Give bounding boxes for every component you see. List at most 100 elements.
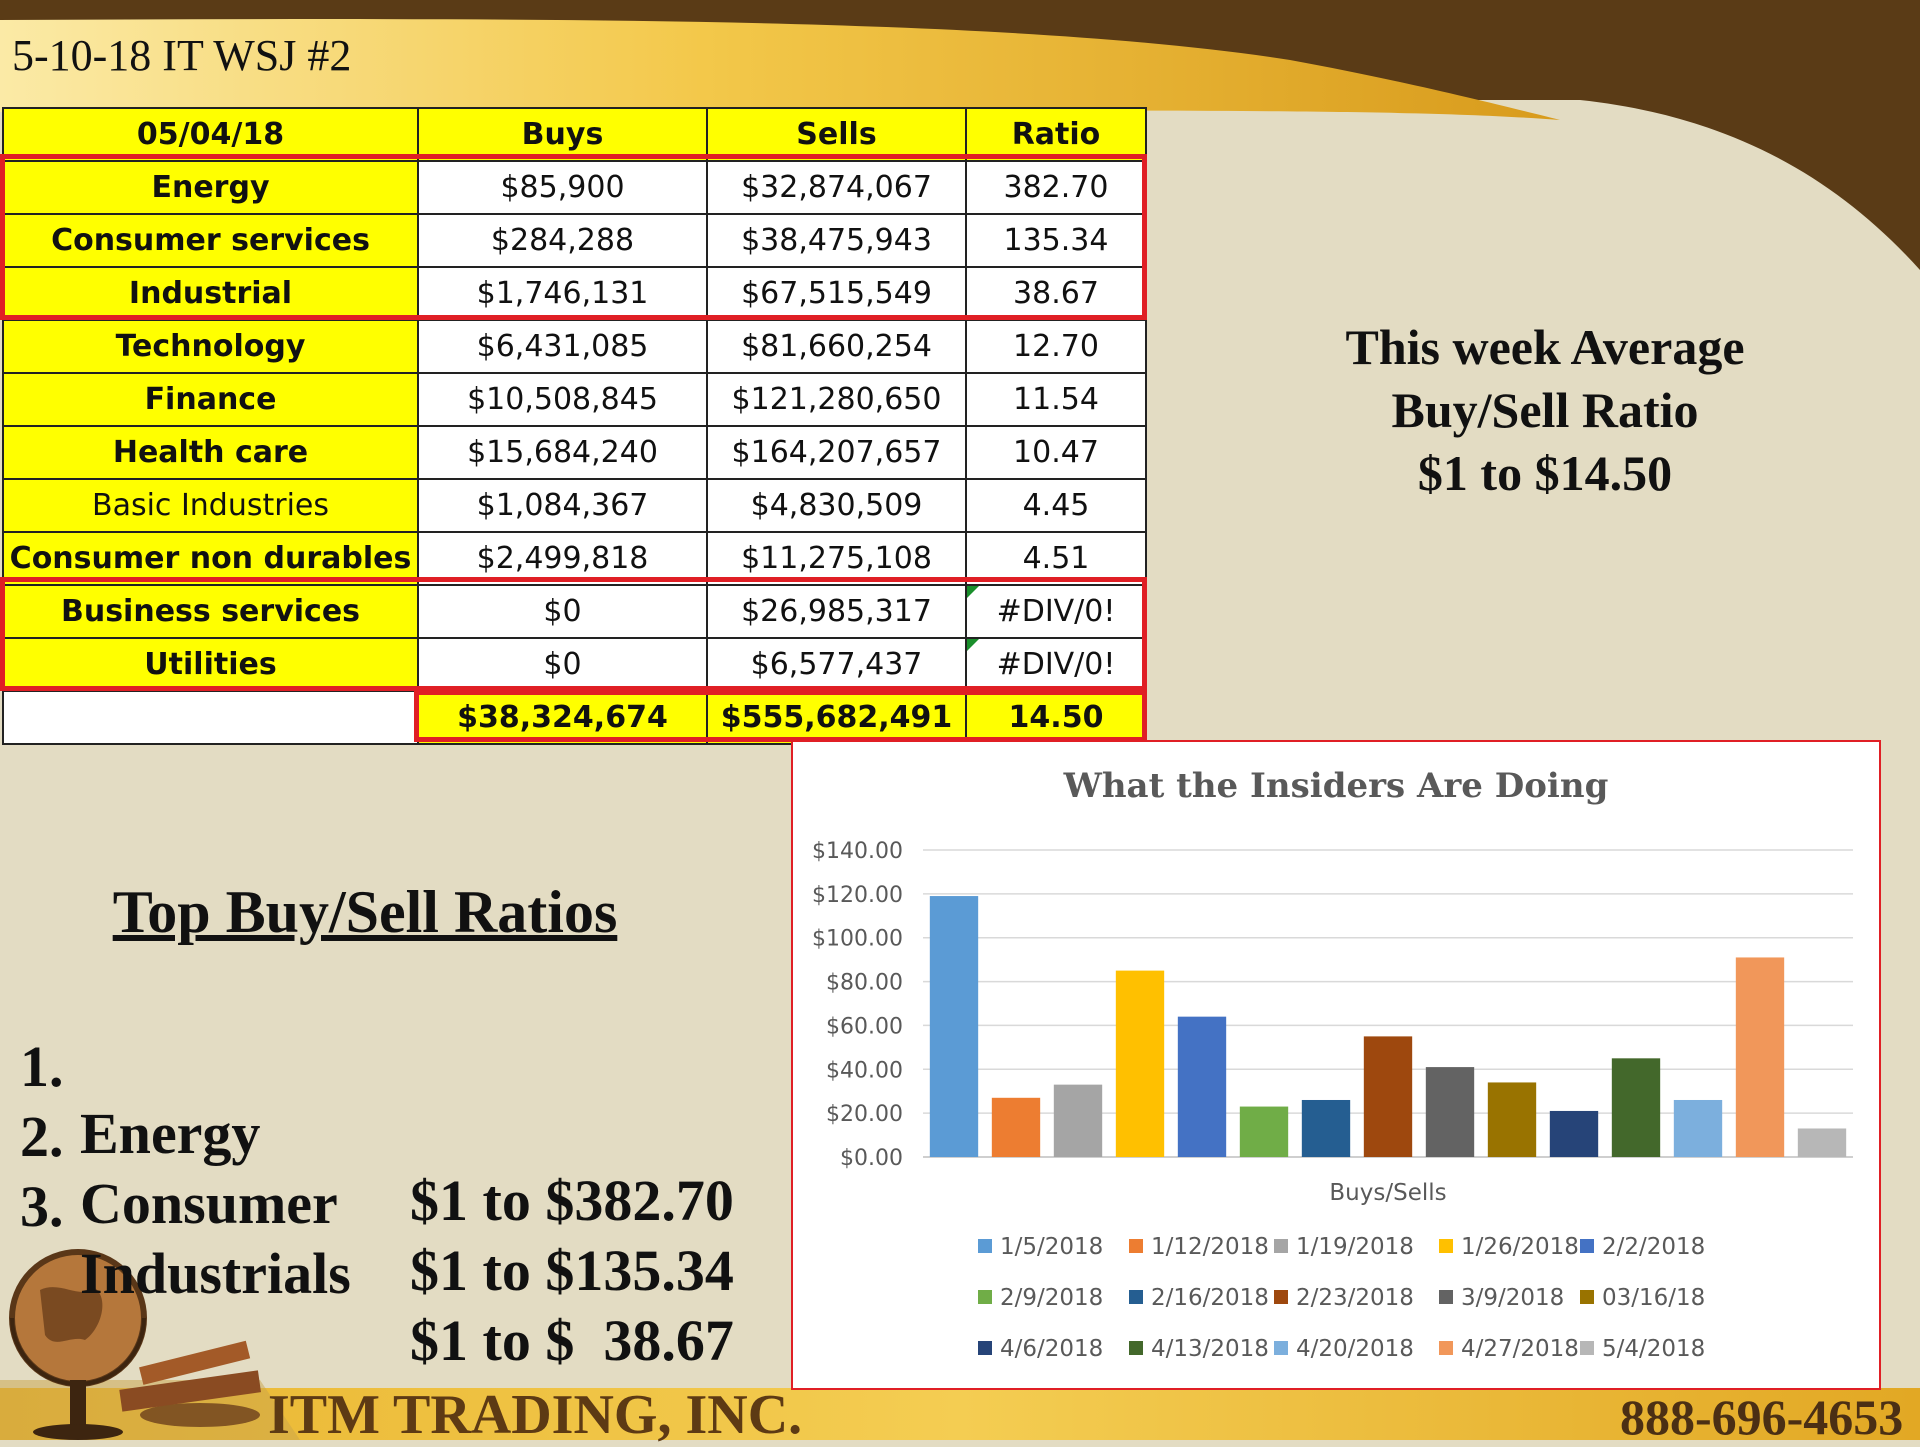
sells-cell: $164,207,657 — [706, 425, 967, 480]
bar — [1115, 970, 1165, 1157]
y-tick-label: $140.00 — [812, 839, 903, 864]
sells-cell: $67,515,549 — [706, 266, 967, 321]
legend-swatch — [1439, 1341, 1453, 1355]
sector-cell: Industrial — [2, 266, 419, 321]
rank-value: $1 to $ 38.67 — [410, 1308, 734, 1373]
insiders-chart: What the Insiders Are Doing $0.00 $20.00 $4… — [791, 740, 1881, 1390]
bar — [1735, 957, 1785, 1157]
legend-entry: 3/9/2018 — [1461, 1285, 1564, 1311]
buys-cell: $1,746,131 — [417, 266, 708, 321]
legend-entry: 4/27/2018 — [1461, 1336, 1579, 1362]
bar — [1363, 1036, 1413, 1157]
sector-cell: Consumer services — [2, 213, 419, 268]
header-date: 05/04/18 — [2, 107, 419, 162]
legend-entry: 4/20/2018 — [1296, 1336, 1414, 1362]
ratio-cell: #DIV/0! — [965, 584, 1147, 639]
rank-number: 2. — [20, 1104, 64, 1169]
ratio-cell: 38.67 — [965, 266, 1147, 321]
y-tick-label: $120.00 — [812, 883, 903, 908]
header-sells: Sells — [706, 107, 967, 162]
table-row: Technology $6,431,085 $81,660,254 12.70 — [2, 319, 1147, 374]
sells-cell: $32,874,067 — [706, 160, 967, 215]
bar — [1549, 1110, 1599, 1157]
buys-cell: $2,499,818 — [417, 531, 708, 586]
legend-swatch — [978, 1341, 992, 1355]
list-item: 3. Industrials $1 to $ 38.67 — [20, 1106, 734, 1441]
table-row: Industrial $1,746,131 $67,515,549 38.67 — [2, 266, 1147, 321]
ratio-cell: 382.70 — [965, 160, 1147, 215]
bar — [1425, 1067, 1475, 1157]
sells-cell: $38,475,943 — [706, 213, 967, 268]
sector-cell: Technology — [2, 319, 419, 374]
rank-number: 1. — [20, 1034, 64, 1099]
bar — [1301, 1099, 1351, 1157]
slide-title: 5-10-18 IT WSJ #2 — [12, 31, 352, 80]
legend-swatch — [1439, 1290, 1453, 1304]
y-tick-label: $80.00 — [826, 971, 903, 996]
sector-cell: Health care — [2, 425, 419, 480]
sells-cell: $26,985,317 — [706, 584, 967, 639]
header-buys: Buys — [417, 107, 708, 162]
legend-swatch — [1439, 1239, 1453, 1253]
buys-cell: $10,508,845 — [417, 372, 708, 427]
phone-number: 888-696-4653 — [1620, 1389, 1904, 1445]
legend-entry: 2/16/2018 — [1151, 1285, 1269, 1311]
sells-cell: $6,577,437 — [706, 637, 967, 692]
legend-entry: 1/5/2018 — [1000, 1234, 1103, 1260]
legend-swatch — [978, 1290, 992, 1304]
table-row: Business services $0 $26,985,317 #DIV/0! — [2, 584, 1147, 639]
top-ratios-heading: Top Buy/Sell Ratios — [112, 879, 618, 945]
legend-swatch — [978, 1239, 992, 1253]
table-row: Consumer services $284,288 $38,475,943 1… — [2, 213, 1147, 268]
ratio-cell: 135.34 — [965, 213, 1147, 268]
list-item: 2. Consumer $1 to $135.34 — [20, 1036, 734, 1371]
list-item: 1. Energy $1 to $382.70 — [20, 966, 734, 1301]
table-row: Energy $85,900 $32,874,067 382.70 — [2, 160, 1147, 215]
table-row: Utilities $0 $6,577,437 #DIV/0! — [2, 637, 1147, 692]
y-tick-label: $40.00 — [826, 1058, 903, 1083]
buys-cell: $0 — [417, 637, 708, 692]
buys-cell: $1,084,367 — [417, 478, 708, 533]
chart-title: What the Insiders Are Doing — [1063, 766, 1609, 806]
sector-cell: Consumer non durables — [2, 531, 419, 586]
legend-swatch — [1580, 1239, 1594, 1253]
header-ratio: Ratio — [965, 107, 1147, 162]
legend-swatch — [1580, 1290, 1594, 1304]
sector-cell: Basic Industries — [2, 478, 419, 533]
legend-swatch — [1274, 1239, 1288, 1253]
table-row: Consumer non durables $2,499,818 $11,275… — [2, 531, 1147, 586]
legend-swatch — [1129, 1290, 1143, 1304]
legend-entry: 4/6/2018 — [1000, 1336, 1103, 1362]
rank-number: 3. — [20, 1174, 64, 1239]
sells-cell: $121,280,650 — [706, 372, 967, 427]
rank-value: $1 to $382.70 — [410, 1168, 734, 1233]
average-line-3: $1 to $14.50 — [1417, 445, 1673, 501]
sector-cell: Energy — [2, 160, 419, 215]
sells-cell: $81,660,254 — [706, 319, 967, 374]
legend-swatch — [1274, 1341, 1288, 1355]
buys-cell: $85,900 — [417, 160, 708, 215]
y-tick-label: $60.00 — [826, 1014, 903, 1039]
legend-entry: 2/2/2018 — [1602, 1234, 1705, 1260]
table-row: Health care $15,684,240 $164,207,657 10.… — [2, 425, 1147, 480]
legend-swatch — [1274, 1290, 1288, 1304]
rank-sector: Industrials — [80, 1241, 351, 1306]
sector-cell: Business services — [2, 584, 419, 639]
ratio-cell: 11.54 — [965, 372, 1147, 427]
legend-entry: 2/23/2018 — [1296, 1285, 1414, 1311]
ratio-cell: 4.45 — [965, 478, 1147, 533]
insider-data-table: 05/04/18 Buys Sells Ratio Energy $85,900… — [2, 107, 1147, 745]
total-sells-cell: $555,682,491 — [706, 690, 967, 745]
bar — [1611, 1058, 1661, 1157]
table-row: Finance $10,508,845 $121,280,650 11.54 — [2, 372, 1147, 427]
buys-cell: $0 — [417, 584, 708, 639]
buys-cell: $15,684,240 — [417, 425, 708, 480]
legend-entry: 1/19/2018 — [1296, 1234, 1414, 1260]
chart-canvas: What the Insiders Are Doing $0.00 $20.00 $4… — [812, 766, 1853, 1362]
ratio-cell: #DIV/0! — [965, 637, 1147, 692]
bar — [1239, 1106, 1289, 1157]
table-header-row: 05/04/18 Buys Sells Ratio — [2, 107, 1147, 162]
ratio-cell: 10.47 — [965, 425, 1147, 480]
globe-icon — [9, 1249, 261, 1440]
buys-cell: $6,431,085 — [417, 319, 708, 374]
